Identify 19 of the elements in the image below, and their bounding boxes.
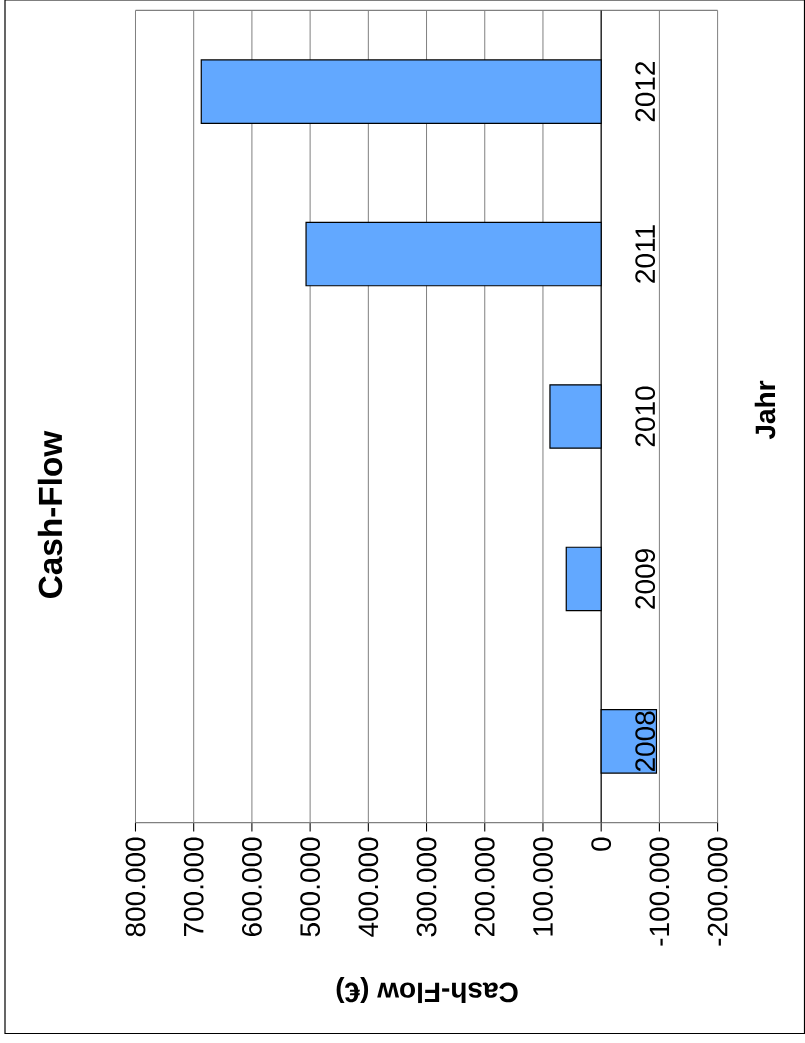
x-tick-label: 800.000 — [125, 837, 146, 937]
x-tick-label: 600.000 — [242, 837, 262, 937]
y-tick-label: 2008 — [635, 711, 656, 772]
x-axis-title: Cash-Flow (€) — [336, 976, 518, 1004]
x-tick-label: 100.000 — [533, 837, 553, 936]
x-tick-label: 700.000 — [183, 837, 204, 937]
x-tick-label: 0 — [591, 837, 612, 851]
y-tick-label: 2011 — [635, 225, 656, 283]
x-tick-label: 500.000 — [300, 837, 321, 937]
y-tick-label: 2009 — [635, 549, 656, 609]
y-tick-label: 2010 — [635, 386, 656, 447]
x-tick-label: 300.000 — [416, 837, 437, 937]
y-tick-label: 2012 — [635, 61, 656, 122]
x-tick-label: -200.000 — [707, 837, 728, 946]
y-axis-title: Jahr — [754, 380, 776, 440]
x-tick-label: 400.000 — [358, 837, 379, 937]
x-tick-label: -100.000 — [649, 837, 670, 946]
x-tick-label: 200.000 — [474, 837, 495, 937]
text: Cash-Flow — [37, 430, 63, 598]
